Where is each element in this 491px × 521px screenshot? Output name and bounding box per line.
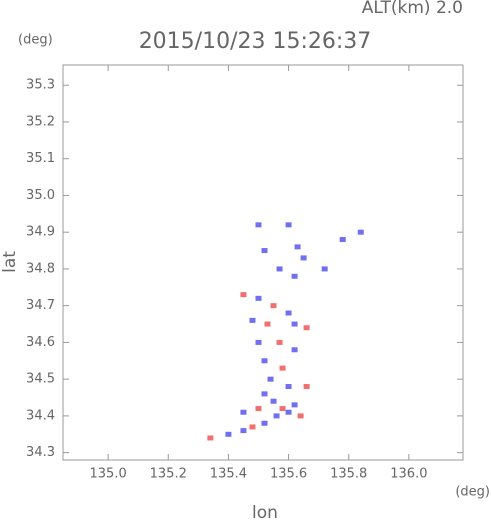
radar-echo	[279, 365, 286, 371]
radar-echo	[297, 413, 304, 419]
radar-echo	[261, 391, 268, 397]
x-unit: (deg)	[455, 485, 490, 500]
x-tick-label: 135.6	[270, 467, 307, 482]
radar-echo	[255, 339, 262, 345]
radar-echo	[255, 295, 262, 301]
x-tick-label: 136.0	[390, 467, 427, 482]
radar-echo	[303, 384, 310, 390]
radar-echo	[270, 303, 277, 309]
radar-echo	[285, 310, 292, 316]
radar-echo	[291, 402, 298, 408]
radar-echo	[249, 317, 256, 323]
radar-echo	[357, 229, 364, 235]
x-tick-label: 135.0	[90, 467, 127, 482]
radar-echo	[207, 435, 214, 441]
radar-echo	[270, 398, 277, 404]
radar-echo	[294, 244, 301, 250]
y-unit: (deg)	[18, 33, 53, 48]
radar-echo	[261, 248, 268, 254]
radar-echo	[285, 222, 292, 228]
radar-echo	[276, 339, 283, 345]
radar-echo	[240, 428, 247, 434]
y-axis-label: lat	[0, 251, 20, 273]
radar-echo	[249, 424, 256, 430]
x-tick-label: 135.2	[150, 467, 187, 482]
radar-echo	[264, 321, 271, 327]
radar-echo	[240, 409, 247, 415]
radar-echo	[285, 409, 292, 415]
x-axis-label: lon	[252, 503, 278, 521]
radar-echo	[225, 431, 232, 437]
y-tick-label: 34.5	[26, 372, 55, 387]
y-tick-label: 35.2	[26, 114, 55, 129]
radar-echo	[291, 321, 298, 327]
y-tick-label: 34.9	[26, 225, 55, 240]
radar-echo	[285, 384, 292, 390]
radar-echo	[303, 325, 310, 331]
radar-echo	[261, 358, 268, 364]
y-tick-label: 35.1	[26, 151, 55, 166]
radar-echo	[291, 347, 298, 353]
y-tick-label: 34.3	[26, 445, 55, 460]
x-tick-label: 135.4	[210, 467, 247, 482]
y-tick-label: 34.4	[26, 408, 55, 423]
radar-echo	[321, 266, 328, 272]
radar-echo	[276, 266, 283, 272]
radar-echo	[279, 406, 286, 412]
radar-echo	[273, 413, 280, 419]
y-tick-label: 35.3	[26, 78, 55, 93]
plot-frame	[62, 64, 464, 461]
radar-echo	[339, 237, 346, 243]
x-tick-label: 135.8	[330, 467, 367, 482]
radar-echo	[261, 420, 268, 426]
radar-echo	[300, 255, 307, 261]
y-tick-label: 34.7	[26, 298, 55, 313]
chart-title: 2015/10/23 15:26:37	[139, 29, 372, 54]
radar-echo	[255, 406, 262, 412]
y-tick-label: 34.8	[26, 261, 55, 276]
y-tick-label: 34.6	[26, 335, 55, 350]
y-tick-label: 35.0	[26, 188, 55, 203]
radar-echo	[240, 292, 247, 298]
radar-echo	[255, 222, 262, 228]
altitude-label: ALT(km) 2.0	[362, 0, 463, 18]
radar-echo	[267, 376, 274, 382]
radar-echo	[291, 273, 298, 279]
